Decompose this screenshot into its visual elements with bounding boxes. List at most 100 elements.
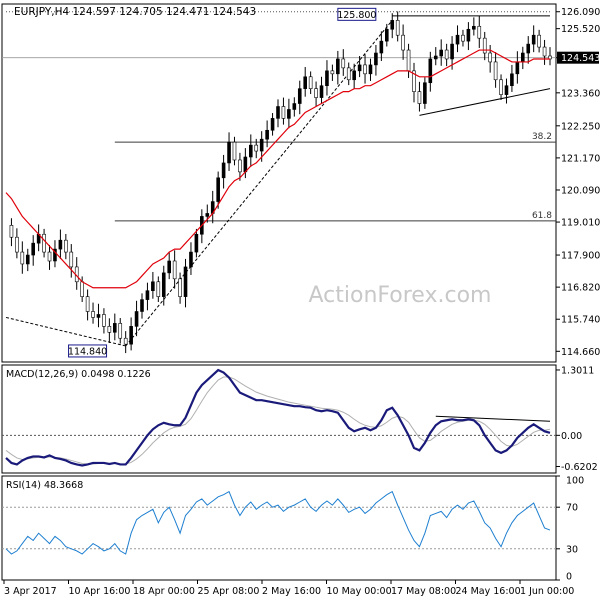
candle bbox=[145, 282, 150, 311]
candle bbox=[537, 29, 541, 53]
candle bbox=[466, 22, 471, 51]
candle-body bbox=[259, 138, 264, 152]
candle bbox=[210, 190, 215, 224]
candle-body bbox=[194, 233, 199, 253]
candle bbox=[134, 300, 139, 337]
candle-body bbox=[140, 299, 144, 312]
candle-body bbox=[172, 260, 177, 280]
price-y-tick-label: 123.360 bbox=[561, 88, 600, 99]
candle-body bbox=[303, 76, 308, 89]
candle bbox=[346, 62, 351, 86]
candle bbox=[58, 229, 63, 259]
candle-body bbox=[183, 266, 188, 297]
candle-body bbox=[118, 323, 123, 339]
candle bbox=[238, 152, 242, 181]
candle bbox=[178, 272, 182, 304]
candle-body bbox=[107, 326, 112, 333]
x-tick-label: 3 Apr 2017 bbox=[4, 586, 57, 597]
candle bbox=[15, 228, 19, 259]
candle-body bbox=[189, 251, 193, 268]
x-tick-label: 18 Apr 00:00 bbox=[133, 586, 195, 597]
candle bbox=[36, 224, 41, 252]
candle bbox=[368, 58, 373, 81]
candle-body bbox=[510, 73, 514, 87]
candle bbox=[25, 248, 30, 272]
candle-body bbox=[401, 34, 405, 51]
candle bbox=[499, 74, 503, 100]
candle bbox=[515, 51, 520, 84]
candle bbox=[330, 64, 335, 81]
candle-body bbox=[336, 58, 340, 75]
candle bbox=[504, 78, 509, 104]
candle-body bbox=[406, 49, 411, 72]
candle bbox=[357, 55, 362, 78]
candle bbox=[379, 31, 384, 62]
candle-body bbox=[325, 70, 329, 87]
candle-body bbox=[352, 70, 356, 81]
watermark-text: ActionForex.com bbox=[309, 283, 492, 308]
x-tick-label: 2 May 16:00 bbox=[262, 586, 321, 597]
candle bbox=[9, 218, 14, 247]
candle-body bbox=[161, 272, 166, 297]
chart-header: EURJPY,H4 124.597 124.705 124.471 124.54… bbox=[14, 6, 256, 18]
moving-average-line bbox=[5, 49, 550, 289]
rsi-y-tick-label: 100 bbox=[566, 476, 584, 487]
candle bbox=[123, 331, 128, 354]
candle bbox=[151, 271, 155, 299]
candle-body bbox=[515, 61, 520, 75]
x-tick-label: 24 May 16:00 bbox=[456, 586, 521, 597]
price-y-tick-label: 122.250 bbox=[561, 121, 600, 132]
candle bbox=[352, 63, 356, 89]
candle-body bbox=[102, 314, 106, 327]
candle-body bbox=[113, 323, 117, 333]
macd-panel: 1.3011 0.00 -0.6202 MACD(12,26,9) 0.0498 0.… bbox=[2, 365, 598, 473]
candle-body bbox=[276, 106, 280, 119]
candle-body bbox=[412, 70, 416, 92]
macd-y-tick-label: 1.3011 bbox=[561, 365, 594, 376]
x-tick-label: 10 Apr 16:00 bbox=[69, 586, 131, 597]
candle-body bbox=[15, 236, 19, 253]
candle-body bbox=[319, 85, 324, 98]
macd-y-tick-label: 0.00 bbox=[561, 431, 582, 442]
candle-body bbox=[145, 290, 150, 300]
price-y-tick-label: 121.170 bbox=[561, 153, 600, 164]
candle bbox=[548, 47, 552, 66]
candle-body bbox=[178, 278, 182, 297]
candle bbox=[526, 36, 531, 64]
candle-body bbox=[444, 49, 449, 60]
candle bbox=[428, 51, 433, 92]
candle-body bbox=[64, 239, 68, 253]
candle-body bbox=[330, 70, 335, 75]
macd-signal-line bbox=[5, 376, 551, 465]
candle-body bbox=[455, 34, 460, 45]
low-annotation: 114.840 bbox=[68, 344, 107, 358]
candle bbox=[341, 49, 346, 76]
candle bbox=[47, 244, 52, 270]
candle bbox=[395, 11, 400, 42]
candle bbox=[140, 293, 144, 319]
annotation-box bbox=[337, 7, 377, 21]
rsi-title: RSI(14) 48.3668 bbox=[6, 480, 83, 491]
candle-body bbox=[499, 79, 503, 95]
candle-body bbox=[80, 281, 84, 297]
candle-body bbox=[395, 20, 400, 36]
candle bbox=[520, 46, 525, 70]
candle bbox=[477, 15, 482, 48]
candle-body bbox=[466, 28, 471, 42]
price-y-tick-label: 120.090 bbox=[561, 185, 600, 196]
candle bbox=[303, 66, 308, 97]
candle-body bbox=[423, 82, 427, 104]
candle-body bbox=[379, 40, 384, 54]
candle bbox=[249, 134, 253, 167]
candle bbox=[401, 24, 405, 60]
candle bbox=[31, 235, 36, 266]
candle-body bbox=[221, 162, 226, 179]
candle bbox=[374, 44, 378, 76]
macd-title: MACD(12,26,9) 0.0498 0.1226 bbox=[6, 369, 151, 380]
candle bbox=[167, 252, 171, 280]
candle bbox=[417, 81, 422, 112]
price-y-tick-label: 119.010 bbox=[561, 218, 600, 229]
candle-body bbox=[526, 43, 531, 54]
candle bbox=[232, 136, 237, 166]
